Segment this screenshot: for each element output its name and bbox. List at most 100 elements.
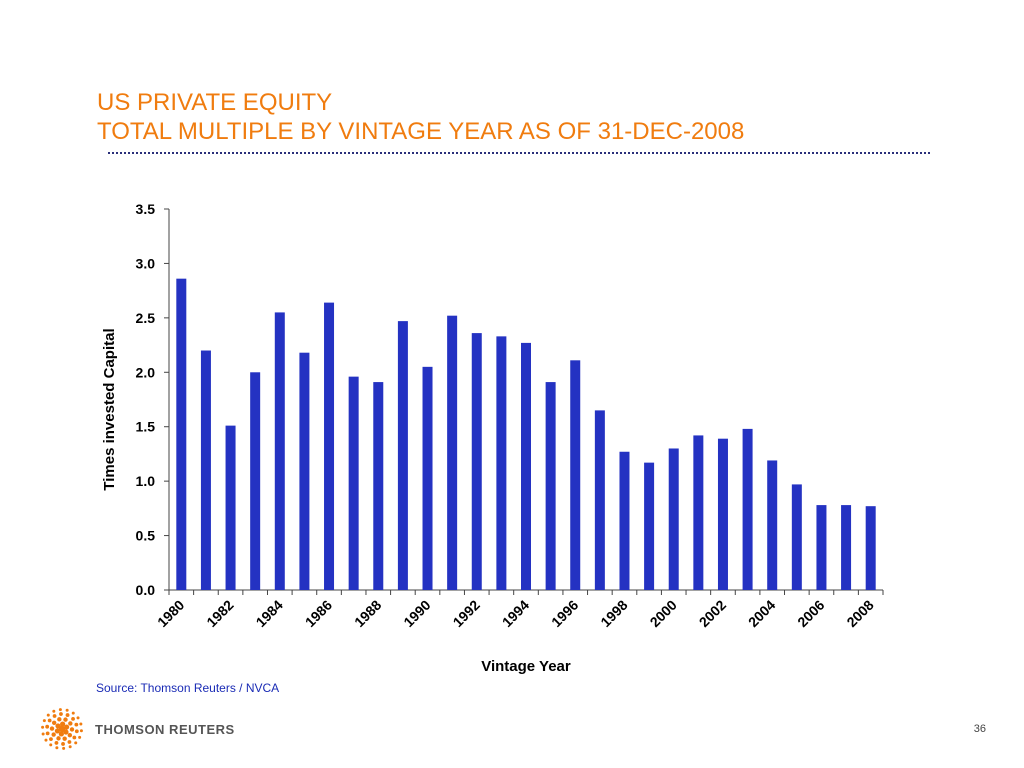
x-tick-label: 1996 — [548, 597, 581, 630]
slide-title-line1: US PRIVATE EQUITY — [97, 89, 333, 116]
logo-dot — [55, 723, 61, 729]
x-tick-label: 1982 — [203, 597, 236, 630]
logo-dot — [49, 726, 55, 731]
logo-dot — [58, 731, 64, 737]
x-tick-label: 1992 — [450, 597, 483, 630]
logo-dot — [62, 736, 67, 741]
x-tick-label: 1984 — [253, 597, 286, 630]
bar-1991 — [447, 315, 458, 590]
logo-dot — [59, 712, 63, 716]
x-tick-label: 2000 — [647, 597, 680, 630]
logo-dot — [55, 746, 59, 750]
logo-dot — [49, 737, 53, 742]
bar-1981 — [200, 350, 211, 590]
logo-dot — [74, 729, 79, 734]
y-tick-label: 2.5 — [136, 310, 156, 326]
logo-dot — [42, 719, 46, 723]
logo-dot — [71, 716, 75, 721]
bar-1986 — [324, 302, 335, 590]
logo-dot — [51, 720, 57, 725]
logo-dot — [68, 745, 72, 749]
y-tick-label: 3.0 — [136, 255, 156, 271]
x-axis-title: Vintage Year — [481, 658, 571, 675]
logo-dot — [56, 736, 61, 741]
x-tick-label: 1998 — [597, 597, 630, 630]
bar-1988 — [373, 382, 384, 590]
logo-dot — [51, 732, 56, 737]
bar-1987 — [348, 376, 359, 590]
logo-dot — [78, 735, 82, 739]
x-tick-label: 2004 — [745, 597, 778, 630]
bar-1983 — [250, 372, 261, 590]
logo-dot — [74, 741, 78, 745]
logo-dot — [76, 716, 80, 720]
bar-1985 — [299, 352, 310, 590]
logo-dot — [79, 729, 83, 733]
logo-dot — [58, 708, 62, 712]
logo-dot — [57, 717, 62, 722]
logo-dot — [49, 743, 53, 747]
y-tick-label: 0.0 — [136, 582, 156, 598]
logo-dot — [54, 728, 60, 734]
bar-1984 — [274, 312, 285, 590]
logo-dot — [45, 731, 50, 736]
logo-dot — [58, 725, 66, 733]
bar-2007 — [841, 505, 852, 590]
y-tick-label: 0.5 — [136, 528, 156, 544]
y-axis-title: Times invested Capital — [101, 328, 118, 490]
logo-dot — [65, 708, 69, 712]
logo-dot — [63, 729, 69, 735]
bar-1989 — [397, 321, 408, 590]
bar-1992 — [471, 333, 482, 590]
bar-2001 — [693, 435, 704, 590]
bar-1994 — [521, 342, 531, 590]
bar-1996 — [570, 360, 581, 590]
logo-dot — [64, 724, 70, 730]
logo-dot — [46, 713, 50, 717]
y-tick-label: 1.0 — [136, 473, 156, 489]
logo-dot — [44, 738, 48, 742]
slide-title-line2: TOTAL MULTIPLE BY VINTAGE YEAR AS OF 31-… — [97, 118, 745, 145]
bar-2002 — [717, 438, 728, 590]
logo-dot — [74, 722, 79, 727]
x-tick-label: 1986 — [302, 597, 335, 630]
bar-1995 — [545, 382, 556, 590]
y-tick-label: 2.0 — [136, 364, 156, 380]
logo-dot — [62, 746, 66, 750]
y-tick-label: 3.5 — [136, 201, 156, 217]
logo-dot — [67, 733, 73, 738]
bar-2003 — [742, 428, 753, 590]
x-tick-label: 2002 — [696, 597, 729, 630]
logo-dot — [41, 725, 45, 729]
logo-dot — [69, 727, 75, 732]
logo-dot — [65, 713, 70, 717]
logo-dot — [45, 724, 50, 729]
logo-dot — [79, 722, 83, 726]
bar-2005 — [791, 484, 802, 590]
y-tick-label: 1.5 — [136, 419, 156, 435]
logo-dot — [60, 721, 66, 727]
bar-1982 — [225, 425, 236, 590]
x-tick-label: 1980 — [154, 597, 187, 630]
bar-1990 — [422, 366, 433, 590]
bar-1998 — [619, 451, 630, 590]
bar-2000 — [668, 448, 679, 590]
bar-1993 — [496, 336, 507, 590]
bar-1980 — [176, 278, 187, 590]
source-note: Source: Thomson Reuters / NVCA — [96, 681, 280, 695]
page-number: 36 — [973, 723, 986, 735]
x-tick-label: 1994 — [499, 597, 532, 630]
logo-dot — [52, 714, 57, 718]
logo-dot — [54, 741, 59, 745]
logo-dot — [47, 718, 52, 723]
title-divider — [108, 152, 930, 154]
logo-dot — [71, 711, 75, 715]
x-tick-label: 2006 — [794, 597, 827, 630]
logo-dot — [61, 742, 65, 746]
logo-dot — [72, 735, 77, 740]
logo-dot — [41, 732, 45, 736]
x-tick-label: 1988 — [351, 597, 384, 630]
logo-dot — [68, 721, 73, 726]
logo-dot — [52, 709, 56, 713]
